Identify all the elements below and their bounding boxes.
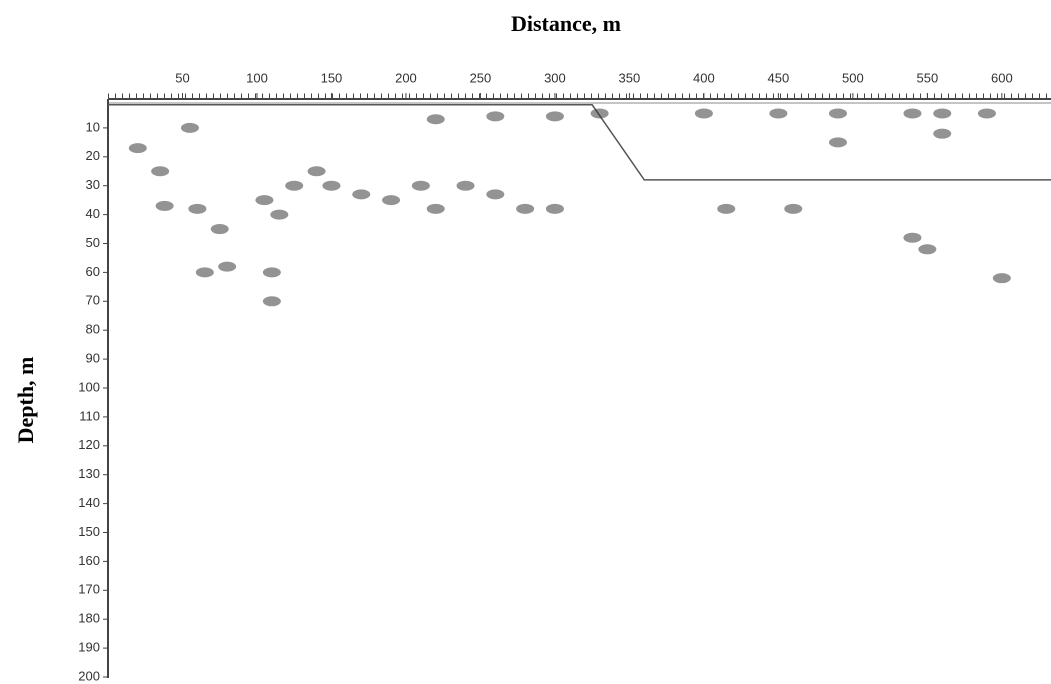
- y-tick-label: 130: [78, 466, 100, 481]
- y-tick-label: 50: [86, 235, 100, 250]
- echo-point: [828, 137, 847, 148]
- echo-point: [218, 261, 237, 272]
- y-tick-label: 80: [86, 322, 100, 337]
- echo-point: [933, 108, 952, 119]
- x-tick-label: 350: [619, 70, 641, 85]
- y-tick-label: 180: [78, 611, 100, 626]
- echo-point: [270, 209, 289, 220]
- echo-point: [992, 273, 1011, 284]
- y-tick-label: 170: [78, 582, 100, 597]
- echo-point: [180, 122, 199, 133]
- y-axis-label: Depth, m: [13, 357, 38, 444]
- echo-point: [210, 224, 229, 235]
- echo-point: [426, 203, 445, 214]
- echo-point: [155, 200, 174, 211]
- echo-point: [545, 111, 564, 122]
- echo-point: [352, 189, 371, 200]
- y-tick-label: 30: [86, 177, 100, 192]
- y-tick-label: 120: [78, 437, 100, 452]
- echo-point: [977, 108, 996, 119]
- y-tick-label: 200: [78, 668, 100, 683]
- echo-point: [188, 203, 207, 214]
- x-tick-label: 50: [175, 70, 189, 85]
- echo-point: [426, 114, 445, 125]
- y-tick-label: 110: [79, 408, 100, 423]
- x-tick-label: 450: [768, 70, 790, 85]
- echo-point: [456, 180, 475, 191]
- y-tick-label: 150: [78, 524, 100, 539]
- y-tick-label: 10: [86, 119, 100, 134]
- echo-point: [590, 108, 609, 119]
- echo-point: [262, 267, 281, 278]
- x-tick-label: 500: [842, 70, 864, 85]
- echo-point: [545, 203, 564, 214]
- y-tick-label: 70: [86, 293, 100, 308]
- echo-point: [903, 232, 922, 243]
- y-tick-label: 160: [78, 553, 100, 568]
- echo-point: [307, 166, 326, 177]
- echo-point: [694, 108, 713, 119]
- echo-point: [128, 143, 147, 154]
- echo-point: [411, 180, 430, 191]
- echo-point: [486, 189, 505, 200]
- x-tick-label: 300: [544, 70, 566, 85]
- y-tick-label: 90: [86, 351, 100, 366]
- echo-point: [255, 195, 274, 206]
- echo-point: [382, 195, 401, 206]
- echo-point: [933, 128, 952, 139]
- echo-point: [784, 203, 803, 214]
- y-tick-label: 100: [78, 379, 100, 394]
- chart-title: Distance, m: [511, 11, 621, 36]
- x-tick-label: 550: [917, 70, 939, 85]
- y-tick-label: 20: [86, 148, 100, 163]
- y-tick-label: 40: [86, 206, 100, 221]
- x-tick-label: 100: [246, 70, 268, 85]
- echo-point: [828, 108, 847, 119]
- echo-point: [262, 296, 281, 307]
- x-tick-label: 400: [693, 70, 715, 85]
- echo-point: [918, 244, 937, 255]
- y-tick-label: 60: [86, 264, 100, 279]
- y-tick-label: 140: [78, 495, 100, 510]
- echo-point: [322, 180, 341, 191]
- echo-point: [769, 108, 788, 119]
- echo-point: [717, 203, 736, 214]
- echo-point: [903, 108, 922, 119]
- echo-point: [516, 203, 535, 214]
- x-tick-label: 150: [321, 70, 343, 85]
- x-tick-label: 600: [991, 70, 1013, 85]
- x-tick-label: 250: [470, 70, 492, 85]
- y-tick-label: 190: [78, 640, 100, 655]
- echo-point: [151, 166, 170, 177]
- line: [108, 104, 1051, 181]
- echo-point: [486, 111, 505, 122]
- x-tick-label: 200: [395, 70, 417, 85]
- echo-point: [195, 267, 214, 278]
- echo-point: [285, 180, 304, 191]
